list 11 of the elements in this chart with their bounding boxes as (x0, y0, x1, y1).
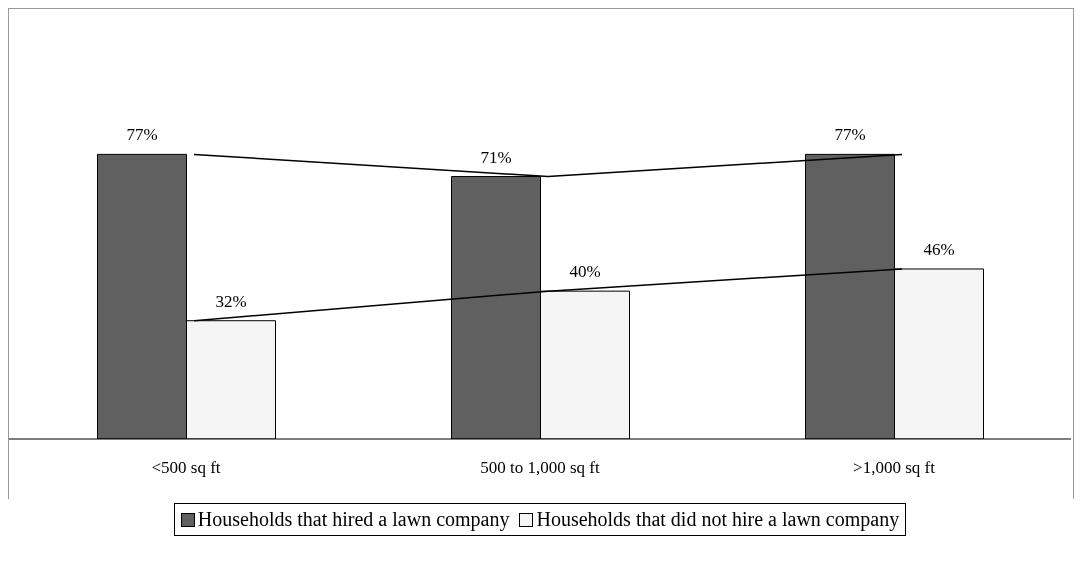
data-label: 46% (923, 239, 955, 259)
legend-label: Households that hired a lawn company (197, 508, 510, 531)
data-label: 71% (480, 147, 512, 167)
data-label: 77% (834, 125, 866, 145)
x-tick-label: >1,000 sq ft (853, 458, 936, 478)
x-tick-label: <500 sq ft (151, 458, 221, 478)
x-tick-label: 500 to 1,000 sq ft (480, 458, 601, 478)
data-label: 77% (126, 125, 158, 145)
data-label: 40% (569, 262, 601, 282)
data-label: 32% (215, 291, 247, 311)
legend-label: Households that did not hire a lawn company (536, 508, 900, 531)
